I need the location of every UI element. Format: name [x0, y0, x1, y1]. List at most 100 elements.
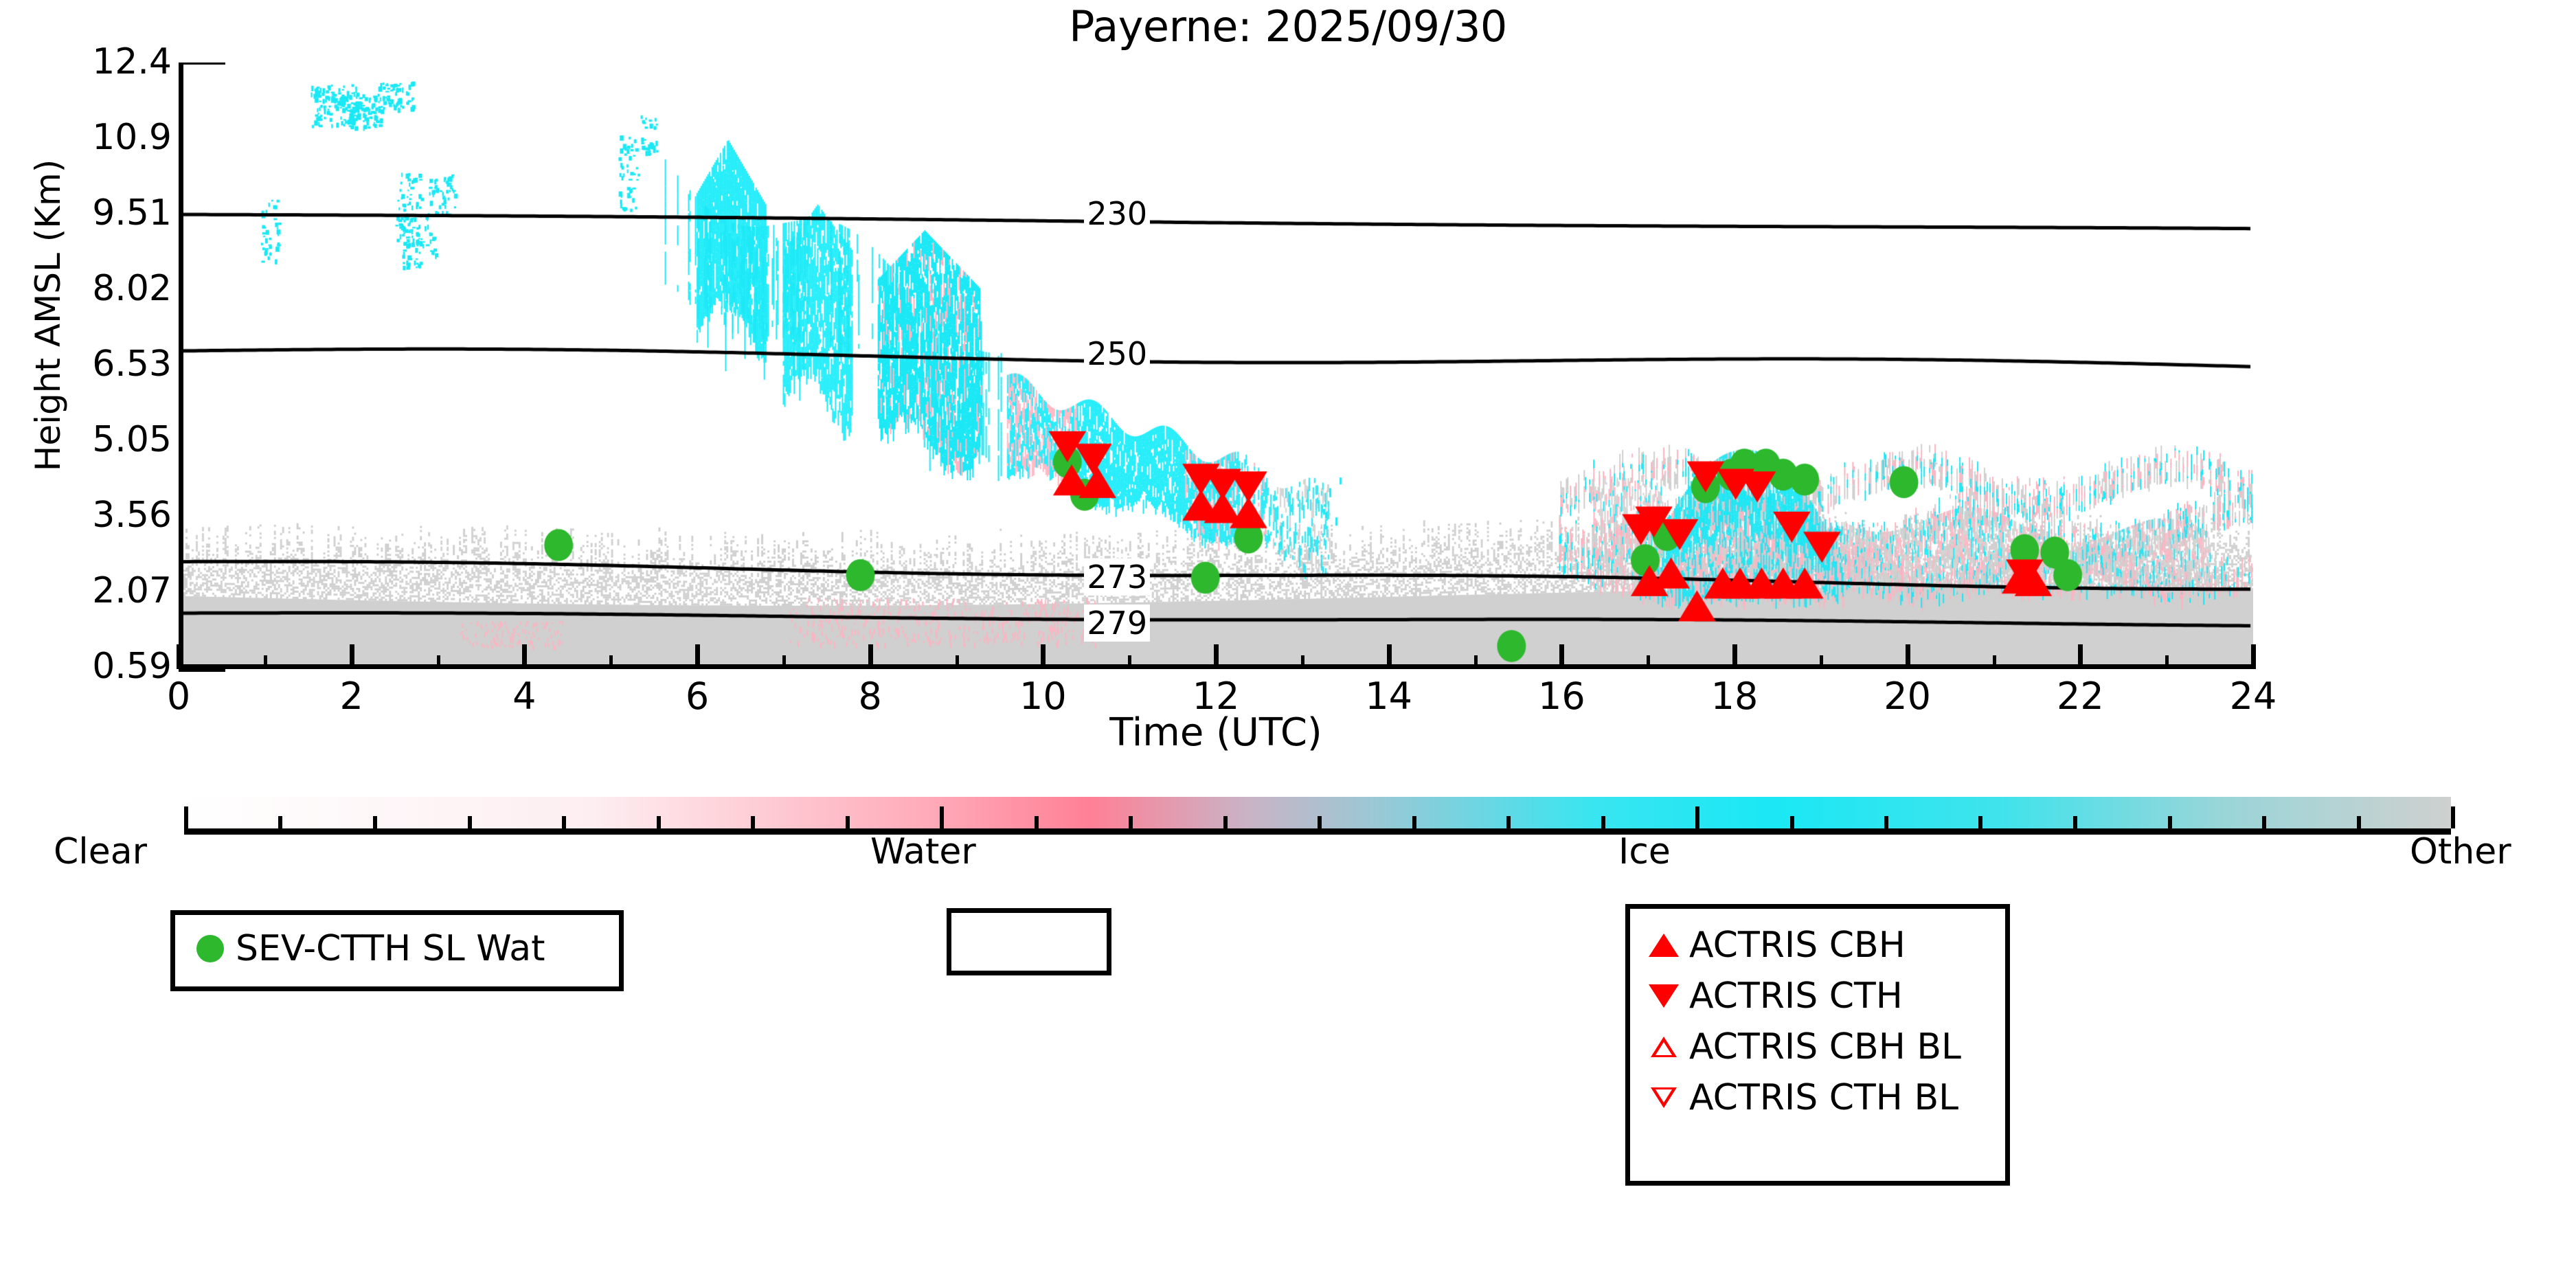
legend-empty-box[interactable]	[947, 908, 1111, 975]
x-tick-mark	[1041, 644, 1046, 669]
isotherm-label: 273	[1084, 558, 1151, 596]
x-tick-label: 8	[858, 675, 882, 718]
colorbar-tick	[372, 816, 377, 828]
actris-legend-item[interactable]: ACTRIS CTH BL	[1638, 1072, 2005, 1123]
y-tick-label: 10.9	[92, 117, 172, 158]
colorbar-axis-line	[184, 828, 2451, 835]
colorbar-tick	[1034, 816, 1039, 828]
colorbar-tick	[2356, 816, 2361, 828]
x-tick-mark	[349, 644, 354, 669]
x-tick-label: 12	[1192, 675, 1240, 718]
x-tick-mark	[1732, 644, 1737, 669]
x-tick-label: 18	[1710, 675, 1759, 718]
colorbar-tick	[1695, 806, 1699, 828]
x-tick-label: 22	[2056, 675, 2104, 718]
y-tick-label: 6.53	[92, 343, 172, 385]
colorbar-tick	[1412, 816, 1416, 828]
colorbar-tick	[1223, 816, 1228, 828]
y-tick-label: 8.02	[92, 268, 172, 309]
sev-legend-item[interactable]: SEV-CTTH SL Wat	[185, 923, 619, 974]
colorbar-label: Clear	[54, 831, 147, 872]
colorbar-tick	[2073, 816, 2077, 828]
x-tick-minor	[609, 655, 613, 669]
x-tick-mark	[695, 644, 700, 669]
x-tick-mark	[1559, 644, 1565, 669]
x-axis-title: Time (UTC)	[1109, 710, 1322, 755]
y-tick-label: 9.51	[92, 192, 172, 234]
x-tick-minor	[2165, 655, 2169, 669]
legend-item-label: ACTRIS CTH	[1689, 975, 1903, 1017]
legend-triangle-down-icon	[1638, 984, 1689, 1008]
colorbar-tick	[1884, 816, 1888, 828]
y-tick-mark	[179, 667, 225, 672]
x-tick-label: 4	[512, 675, 536, 718]
colorbar: Clear Water Ice Other	[54, 797, 2511, 872]
x-tick-mark	[868, 644, 873, 669]
legend-triangle-down-icon	[1638, 1087, 1689, 1108]
x-tick-mark	[522, 644, 528, 669]
y-tick-label: 3.56	[92, 495, 172, 536]
colorbar-tick	[2262, 816, 2266, 828]
x-tick-minor	[1128, 655, 1132, 669]
colorbar-label: Water	[870, 831, 976, 872]
legend-item-label: ACTRIS CTH BL	[1689, 1077, 1959, 1118]
x-tick-minor	[263, 655, 267, 669]
x-tick-mark	[1905, 644, 1910, 669]
colorbar-tick	[184, 806, 188, 828]
x-tick-label: 16	[1537, 675, 1585, 718]
colorbar-label: Other	[2410, 831, 2511, 872]
colorbar-tick	[278, 816, 283, 828]
x-tick-minor	[782, 655, 786, 669]
legend-circle-icon	[185, 935, 236, 962]
colorbar-tick	[1601, 816, 1605, 828]
x-tick-label: 6	[685, 675, 710, 718]
legend-item-label: ACTRIS CBH	[1689, 925, 1906, 966]
x-tick-mark	[2078, 644, 2083, 669]
x-tick-minor	[1992, 655, 1996, 669]
actris-legend-item[interactable]: ACTRIS CTH	[1638, 971, 2005, 1021]
page-title: Payerne: 2025/09/30	[1069, 1, 1507, 52]
x-tick-mark	[177, 644, 181, 669]
isotherm-label: 230	[1084, 195, 1151, 232]
x-tick-minor	[1647, 655, 1651, 669]
x-tick-label: 24	[2229, 675, 2277, 718]
x-tick-label: 2	[339, 675, 363, 718]
x-tick-minor	[1819, 655, 1823, 669]
x-tick-minor	[1300, 655, 1304, 669]
actris-legend-item[interactable]: ACTRIS CBH	[1638, 920, 2005, 971]
x-tick-label: 20	[1884, 675, 1932, 718]
x-tick-mark	[1386, 644, 1392, 669]
y-tick-label: 0.59	[92, 646, 172, 687]
x-tick-minor	[955, 655, 959, 669]
colorbar-tick	[751, 816, 755, 828]
colorbar-tick	[2451, 806, 2455, 828]
colorbar-tick	[1506, 816, 1511, 828]
legend-triangle-up-icon	[1638, 934, 1689, 957]
x-tick-minor	[436, 655, 440, 669]
colorbar-tick	[1789, 816, 1794, 828]
actris-legend-item[interactable]: ACTRIS CBH BL	[1638, 1021, 2005, 1072]
colorbar-tick	[1318, 816, 1322, 828]
colorbar-label: Ice	[1618, 831, 1671, 872]
isotherm-label: 250	[1084, 335, 1151, 372]
x-tick-label: 14	[1365, 675, 1413, 718]
legend-sev-ctth[interactable]: SEV-CTTH SL Wat	[170, 910, 624, 991]
isotherm-label: 279	[1084, 605, 1151, 642]
colorbar-tick	[1978, 816, 1983, 828]
legend-actris[interactable]: ACTRIS CBH ACTRIS CTH ACTRIS CBH BL ACTRIS …	[1625, 904, 2010, 1186]
colorbar-tick	[467, 816, 472, 828]
legend-triangle-up-icon	[1638, 1037, 1689, 1057]
x-tick-label: 10	[1019, 675, 1067, 718]
colorbar-tick	[939, 806, 944, 828]
colorbar-tick	[1129, 816, 1133, 828]
legend-item-label: SEV-CTTH SL Wat	[236, 928, 545, 969]
cloud-classification-heatmap	[183, 65, 2253, 664]
y-tick-label: 5.05	[92, 419, 172, 460]
y-tick-label: 12.4	[92, 41, 172, 82]
x-tick-minor	[1473, 655, 1478, 669]
x-tick-label: 0	[166, 675, 191, 718]
x-tick-mark	[2251, 644, 2256, 669]
legend-item-label: ACTRIS CBH BL	[1689, 1026, 1961, 1067]
colorbar-tick	[2167, 816, 2172, 828]
